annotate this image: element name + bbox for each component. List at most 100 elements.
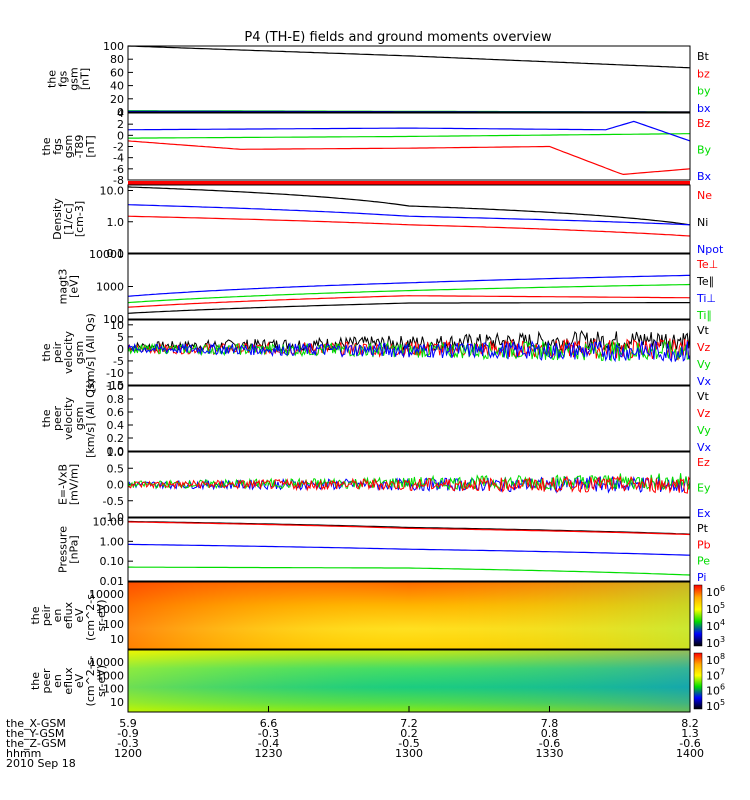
series-vz-line (127, 338, 691, 361)
x-row-label: the_Y-GSM (6, 727, 64, 740)
colorbar-tick: 108 (706, 652, 725, 667)
legend-vy: Vy (697, 358, 711, 371)
series-pi-line (128, 543, 691, 556)
panel-2-ytick: -4 (113, 152, 124, 165)
legend-by: by (697, 85, 711, 98)
panel-1-ytick: 0 (117, 106, 124, 119)
panel-frame (127, 385, 691, 452)
legend-bx: bx (697, 102, 711, 115)
panel-5-ytick: 10 (110, 319, 124, 332)
series-ni-line (127, 186, 691, 226)
series-pe-line (128, 566, 691, 576)
panel-1-ylabel: thefgsgsm[nT] (46, 67, 92, 90)
x-tick-label: 1400 (676, 747, 704, 760)
x-tick-label: -0.6 (679, 737, 700, 750)
panel-7-ytick: 0.0 (107, 479, 125, 492)
panel-6-ytick: 0.6 (107, 406, 125, 419)
x-tick-label: 7.8 (541, 717, 559, 730)
legend-bz: Bz (697, 117, 711, 130)
x-tick-label: 7.2 (400, 717, 418, 730)
panel-10-ytick: 1000 (96, 669, 124, 682)
legend-bx: Bx (697, 170, 712, 183)
legend-te: Te∥ (696, 275, 714, 288)
panel-1-ytick: 100 (103, 40, 124, 53)
x-tick-label: -0.3 (117, 737, 138, 750)
panel-frame (127, 45, 691, 113)
series-ti⊥-line (127, 274, 690, 297)
colorbar (693, 584, 703, 647)
panel-4: magt3[eV] 10000 1000 100 Te⊥ Te∥ Ti⊥ Ti∥ (57, 248, 719, 326)
panel-6-ytick: 0.0 (107, 445, 125, 458)
panel-7-ytick: 0.5 (107, 462, 125, 475)
x-tick-label: -0.3 (258, 727, 279, 740)
panel-5-ytick: 5 (117, 331, 124, 344)
panel-7-ytick: -1.0 (103, 511, 124, 524)
panel-8: Pressure[nPa] 10.00 1.00 0.10 0.01 Pt Pb Pe Pi (57, 515, 711, 588)
panel-4-ytick: 1000 (96, 281, 124, 294)
spectrogram-overlay (128, 582, 690, 649)
legend-pe: Pe (697, 555, 710, 568)
x-row-label: the_Z-GSM (6, 737, 66, 750)
panel-9: thepeirenefluxeV(cm^2-s-sr-eV)10000 1000 1… (29, 581, 725, 650)
legend-vt: Vt (697, 324, 710, 337)
panel-10-ytick: 100 (103, 683, 124, 696)
colorbar (693, 652, 703, 710)
series-te⊥-line (127, 295, 691, 308)
x-tick-label: 6.6 (260, 717, 278, 730)
legend-vz: Vz (697, 341, 711, 354)
panel-frame (127, 319, 691, 386)
panel-frame (127, 184, 691, 254)
legend-bz: bz (697, 67, 710, 80)
legend-vt: Vt (697, 390, 710, 403)
panel-2-ylabel: thefgsgsm-T89[nT] (40, 135, 97, 159)
panel-6-ytick: 0.4 (107, 419, 125, 432)
x-tick-label: 1300 (395, 747, 423, 760)
panel-4-ylabel: magt3[eV] (57, 269, 81, 305)
panel-2-ytick: 2 (117, 118, 124, 131)
panel-10-ylabel: thepeerenefluxeV(cm^2-s-sr-eV) (29, 656, 108, 707)
panel-3-ytick: 10.0 (100, 185, 125, 198)
panel-frame (127, 581, 691, 650)
panel-6-ylabel: thepeervelocitygsm[km/s] (All Qs) (40, 379, 97, 458)
x-tick-label: 1230 (255, 747, 283, 760)
band-marker (128, 181, 690, 185)
legend-ex: Ex (697, 507, 711, 520)
panel-10-ytick: 10 (110, 696, 124, 709)
x-tick-label: 1.3 (681, 727, 699, 740)
panel-frame (127, 112, 691, 181)
panel-4-ytick: 100 (103, 313, 124, 326)
legend-te: Te⊥ (696, 258, 718, 271)
x-tick-label: -0.4 (258, 737, 279, 750)
panel-4-ytick: 10000 (89, 248, 124, 261)
legend-vz: Vz (697, 407, 711, 420)
panel-5: thepeirvelocitygsm[km/s] (All Qs) 1050-5-… (40, 313, 712, 392)
panel-frame (127, 517, 691, 582)
panel-6-ytick: 0.8 (107, 393, 125, 406)
legend-pt: Pt (697, 522, 709, 535)
x-row-label: the_X-GSM (6, 717, 66, 730)
panel-3-ytick: 0.1 (107, 247, 125, 260)
series-bx-line (127, 120, 691, 142)
series-bt-line (127, 45, 691, 69)
date-label: 2010 Sep 18 (6, 757, 76, 770)
panel-1-ytick: 80 (110, 53, 124, 66)
panel-6-ytick: 1.0 (107, 380, 125, 393)
x-tick-label: 1330 (536, 747, 564, 760)
legend-by: By (697, 144, 712, 157)
panel-9-ytick: 100 (103, 618, 124, 631)
panel-frame (127, 451, 691, 518)
panel-5-ylabel: thepeirvelocitygsm[km/s] (All Qs) (40, 313, 97, 392)
x-tick-label: -0.9 (117, 727, 138, 740)
series-npot-line (127, 204, 691, 226)
panel-5-ytick: -15 (106, 379, 124, 392)
legend-npot: Npot (697, 243, 724, 256)
panel-9-ytick: 1000 (96, 603, 124, 616)
legend-vx: Vx (697, 441, 712, 454)
panel-8-ytick: 10.00 (93, 515, 125, 528)
x-tick-label: 8.2 (681, 717, 699, 730)
panel-7: E=-VxB[mV/m] 1.0 0.5 0.0 -0.5 -1.0 Ez Ey Ex (57, 446, 711, 524)
colorbar-tick: 104 (706, 618, 725, 633)
panel-7-ytick: 1.0 (107, 446, 125, 459)
x-row-label: hhmm (6, 747, 41, 760)
x-tick-label: 0.8 (541, 727, 559, 740)
